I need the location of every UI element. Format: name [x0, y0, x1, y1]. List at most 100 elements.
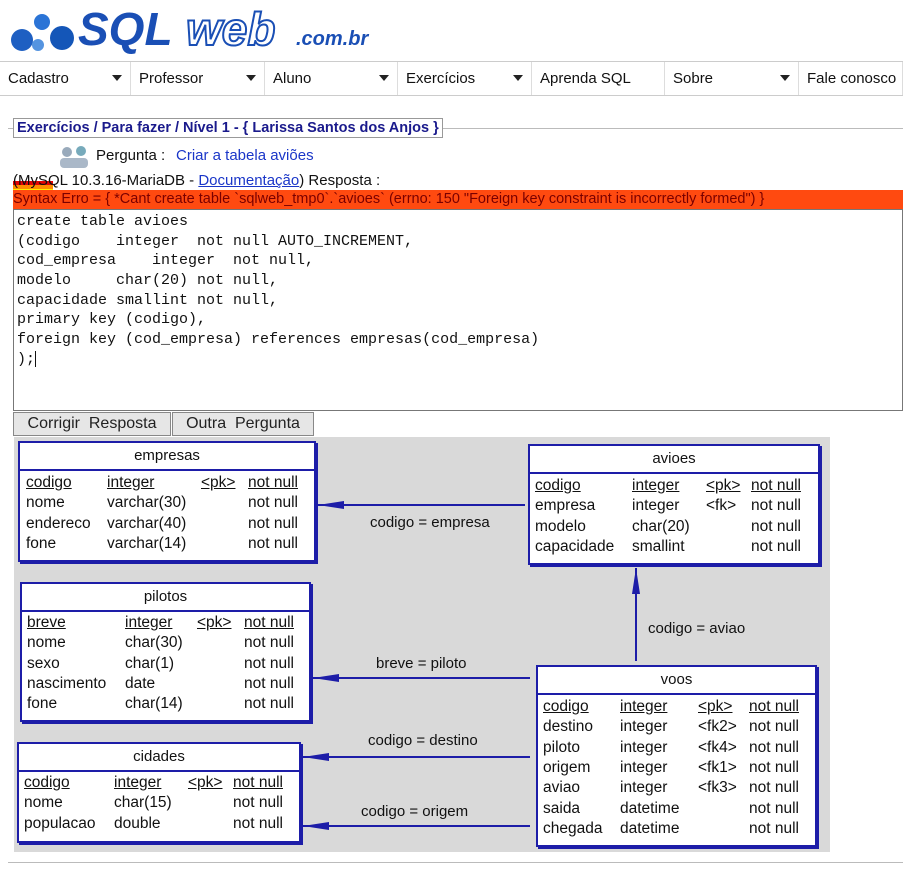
logo-domain: .com.br	[296, 28, 369, 50]
error-message: Syntax Erro = { *Cant create table `sqlw…	[13, 190, 903, 209]
code-line: );	[17, 350, 37, 368]
column-name: piloto	[543, 738, 581, 756]
question-link[interactable]: Criar a tabela aviões	[176, 147, 314, 164]
column-null: not null	[751, 517, 801, 535]
column-null: not null	[233, 814, 283, 832]
column-null: not null	[751, 497, 801, 515]
column-null: not null	[749, 758, 799, 776]
relation-label: breve = piloto	[376, 655, 467, 672]
column-name: aviao	[543, 779, 581, 797]
column-type: varchar(14)	[107, 534, 187, 552]
code-line: (codigo integer not null AUTO_INCREMENT,	[17, 232, 414, 250]
column-key: <fk2>	[698, 718, 737, 736]
dropdown-caret	[513, 75, 523, 81]
column-null: not null	[749, 718, 799, 736]
column-null: not null	[749, 738, 799, 756]
column-key: <fk1>	[698, 758, 737, 776]
column-type: integer	[107, 474, 155, 491]
column-name: breve	[27, 614, 66, 631]
logo-bubbles	[11, 14, 74, 51]
column-name: nome	[26, 494, 65, 512]
nav-bar	[0, 61, 903, 96]
dropdown-caret	[246, 75, 256, 81]
column-type: datetime	[620, 819, 680, 837]
column-type: varchar(40)	[107, 514, 187, 532]
column-type: char(1)	[125, 654, 175, 672]
column-name: sexo	[27, 654, 60, 672]
docs-link[interactable]: Documentação	[198, 172, 300, 189]
column-null: not null	[749, 799, 799, 817]
entity-table: pilotos breve integer <pk> not null nome char(…	[20, 582, 311, 722]
info-suffix: ) Resposta :	[299, 172, 381, 189]
column-null: not null	[248, 534, 298, 552]
table-name: voos	[538, 667, 815, 695]
column-key: <pk>	[698, 698, 733, 715]
column-name: codigo	[543, 698, 589, 715]
answer-textarea[interactable]: create table avioes (codigo integer not n…	[13, 209, 903, 411]
breadcrumb: Exercícios / Para fazer / Nível 1 - { La…	[13, 118, 443, 138]
nav-item[interactable]: Sobre	[665, 62, 799, 95]
column-null: not null	[244, 695, 294, 713]
column-key: <pk>	[197, 614, 232, 631]
column-type: smallint	[632, 537, 685, 555]
column-key: <pk>	[201, 474, 236, 491]
dropdown-caret	[112, 75, 122, 81]
relation-arrows	[303, 501, 640, 830]
people-icon	[60, 146, 88, 168]
logo-sql: SQL	[78, 3, 173, 55]
nav-item[interactable]: Aprenda SQL	[532, 62, 665, 95]
arrow-head	[303, 822, 329, 830]
column-null: not null	[749, 779, 799, 797]
column-null: not null	[244, 674, 294, 692]
relation-label: codigo = aviao	[648, 620, 746, 637]
column-type: integer	[114, 774, 162, 791]
logo[interactable]: SQL web .com.br	[0, 0, 380, 60]
nav-item[interactable]: Professor	[131, 62, 265, 95]
code-line: foreign key (cod_empresa) references emp…	[17, 331, 540, 349]
column-null: not null	[244, 634, 294, 652]
column-type: integer	[620, 779, 668, 797]
diagram: empresas codigo integer <pk> not null nome var…	[14, 437, 830, 852]
column-name: codigo	[26, 474, 72, 491]
next-button[interactable]: Outra Pergunta	[172, 412, 314, 436]
column-type: double	[114, 814, 161, 832]
column-null: not null	[233, 794, 283, 812]
column-key: <pk>	[706, 477, 741, 494]
table-name: pilotos	[22, 584, 309, 612]
column-key: <fk4>	[698, 738, 737, 756]
column-null: not null	[244, 614, 294, 631]
entity-table: cidades codigo integer <pk> not null nome char…	[17, 742, 301, 843]
column-name: codigo	[24, 774, 70, 791]
column-null: not null	[751, 537, 801, 555]
column-name: modelo	[535, 517, 586, 535]
column-name: nascimento	[27, 674, 107, 692]
column-type: char(20)	[632, 517, 690, 535]
column-name: codigo	[535, 477, 581, 494]
code-line: capacidade smallint not null,	[17, 291, 279, 309]
column-type: integer	[125, 614, 173, 631]
column-name: capacidade	[535, 537, 615, 555]
footer-border	[8, 862, 903, 863]
relation-label: codigo = empresa	[370, 514, 490, 531]
column-name: origem	[543, 758, 591, 776]
column-name: nome	[27, 634, 66, 652]
entity-table: empresas codigo integer <pk> not null nome var…	[18, 441, 316, 562]
column-type: char(14)	[125, 695, 183, 713]
correct-button[interactable]: Corrigir Resposta	[13, 412, 171, 436]
logo-web: web	[185, 2, 276, 56]
nav-item[interactable]: Aluno	[265, 62, 398, 95]
nav-item[interactable]: Cadastro	[0, 62, 131, 95]
column-name: fone	[26, 534, 57, 552]
code-line: modelo char(20) not null,	[17, 272, 279, 290]
entity-table: avioes codigo integer <pk> not null empresa in…	[528, 444, 820, 565]
nav-item[interactable]: Fale conosco	[799, 62, 903, 95]
code-line: create table avioes	[17, 213, 189, 230]
column-key: <pk>	[188, 774, 223, 791]
column-key: <fk>	[706, 497, 737, 515]
column-type: date	[125, 674, 156, 692]
flag-icon	[13, 145, 53, 206]
column-type: integer	[620, 698, 668, 715]
column-null: not null	[248, 494, 298, 512]
question-label: Pergunta :	[96, 147, 166, 164]
nav-item[interactable]: Exercícios	[398, 62, 532, 95]
